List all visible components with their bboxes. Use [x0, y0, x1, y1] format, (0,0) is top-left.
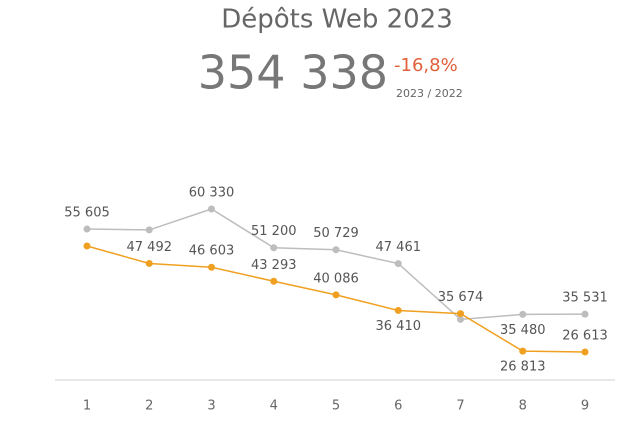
point: [519, 347, 527, 355]
point: [83, 242, 91, 250]
kpi-change: -16,8%: [394, 55, 458, 76]
point: [457, 315, 464, 323]
x-tick-label: 3: [207, 399, 215, 414]
data-label: 50 729: [313, 226, 359, 241]
data-label: 46 603: [189, 244, 235, 259]
x-tick-label: 9: [581, 399, 589, 414]
data-label: 36 410: [376, 319, 422, 334]
x-tick-label: 8: [519, 399, 527, 414]
point: [581, 348, 589, 356]
point: [581, 310, 589, 318]
data-label: 60 330: [189, 186, 235, 201]
point: [208, 205, 215, 213]
x-tick-label: 6: [394, 399, 402, 414]
data-label: 43 293: [251, 258, 297, 273]
point: [394, 306, 402, 314]
point: [270, 244, 278, 252]
point: [519, 310, 527, 318]
data-label: 35 531: [562, 291, 608, 306]
kpi-value: 354 338: [198, 46, 388, 100]
x-tick-label: 7: [456, 399, 464, 414]
x-tick-label: 5: [332, 399, 340, 414]
point: [332, 291, 340, 299]
point: [83, 225, 91, 233]
x-tick-label: 1: [83, 399, 91, 414]
data-label: 26 813: [500, 360, 546, 375]
point: [394, 260, 402, 268]
data-label: 47 461: [376, 240, 422, 255]
x-tick-label: 4: [270, 399, 278, 414]
chart-title: Dépôts Web 2023: [221, 5, 453, 35]
data-label: 47 492: [127, 240, 173, 255]
point: [145, 259, 153, 267]
point: [457, 310, 464, 318]
data-label: 26 613: [562, 329, 608, 344]
point: [332, 246, 340, 254]
data-label: 51 200: [251, 224, 297, 239]
kpi-comparison: 2023 / 2022: [396, 87, 463, 100]
point: [208, 263, 215, 271]
data-label: 35 674: [438, 290, 484, 305]
data-label: 40 086: [313, 271, 359, 286]
point: [145, 226, 153, 234]
data-label: 35 480: [500, 323, 546, 338]
x-tick-label: 2: [145, 399, 153, 414]
point: [270, 277, 278, 285]
data-label: 55 605: [64, 206, 110, 221]
